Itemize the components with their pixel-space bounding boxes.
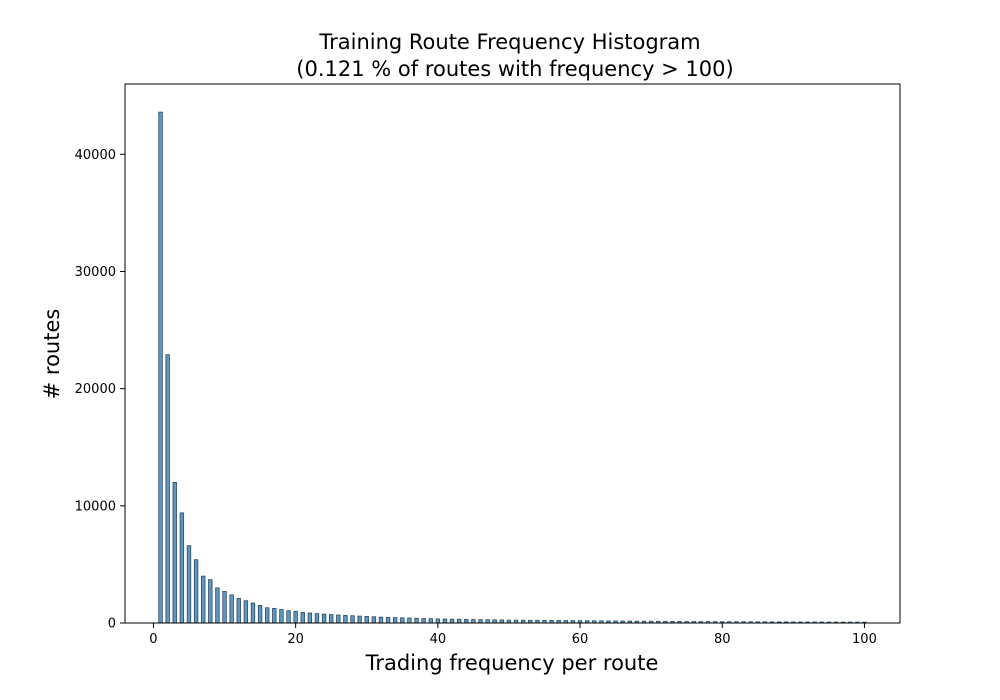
histogram-bar — [435, 618, 441, 624]
histogram-bar — [222, 590, 227, 624]
chart-subtitle: (0.121 % of routes with frequency > 100) — [296, 57, 733, 81]
x-axis-label: Trading frequency per route — [365, 651, 659, 675]
histogram-bar — [343, 614, 348, 624]
histogram-bar — [179, 512, 185, 624]
histogram-bar — [393, 617, 398, 624]
histogram-bar — [229, 594, 234, 624]
plot-frame — [124, 83, 901, 624]
histogram-bar — [421, 618, 426, 624]
histogram-bar — [300, 612, 305, 624]
x-tick-label: 20 — [287, 632, 304, 647]
histogram-bar — [385, 616, 391, 624]
y-tick-label: 30000 — [75, 265, 116, 280]
histogram-bar — [478, 619, 483, 624]
histogram-bar — [186, 545, 192, 624]
histogram-bar — [371, 616, 377, 624]
bars-group — [158, 111, 867, 624]
histogram-bar — [464, 618, 469, 624]
histogram-bar — [471, 619, 476, 624]
histogram-bar — [329, 614, 334, 624]
histogram-bar — [456, 618, 462, 624]
histogram-bar — [208, 579, 213, 624]
histogram-bar — [243, 600, 249, 624]
y-tick-label: 0 — [108, 617, 116, 632]
x-axis-ticks: 0 20 40 60 80 100 — [149, 623, 877, 647]
histogram-bar — [350, 615, 355, 624]
x-tick-label: 60 — [572, 632, 589, 647]
x-tick-label: 80 — [714, 632, 731, 647]
x-tick-label: 0 — [149, 632, 157, 647]
histogram-bar — [414, 617, 419, 624]
histogram-bar — [172, 481, 177, 624]
histogram-bar — [378, 616, 384, 624]
histogram-bar — [336, 614, 341, 624]
histogram-bar — [357, 615, 362, 624]
histogram-bar — [193, 559, 199, 624]
y-tick-label: 40000 — [75, 148, 116, 163]
histogram-bar — [400, 617, 405, 624]
histogram-bar — [293, 610, 298, 624]
y-tick-label: 20000 — [75, 382, 116, 397]
x-tick-label: 40 — [430, 632, 447, 647]
histogram-bar — [236, 597, 241, 624]
histogram-bar — [257, 605, 263, 624]
histogram-bar — [165, 354, 170, 624]
histogram-bar — [265, 607, 270, 624]
histogram-bar — [428, 618, 433, 624]
histogram-bar — [307, 612, 313, 624]
histogram-bar — [279, 609, 284, 624]
histogram-bar — [314, 613, 320, 624]
y-tick-label: 10000 — [75, 499, 116, 514]
histogram-bar — [215, 587, 220, 624]
histogram-bar — [449, 618, 455, 624]
histogram-bar — [250, 602, 256, 624]
histogram-bar — [407, 617, 412, 624]
x-tick-label: 100 — [852, 632, 877, 647]
chart-title: Training Route Frequency Histogram — [318, 30, 700, 54]
y-axis-label: # routes — [40, 309, 64, 400]
histogram-bar — [286, 610, 291, 624]
histogram-bar — [442, 618, 448, 624]
histogram-bar — [272, 607, 277, 624]
histogram-bar — [321, 613, 327, 624]
histogram-bar — [364, 616, 369, 624]
histogram-bar — [201, 575, 206, 624]
y-axis-ticks: 0 10000 20000 30000 40000 — [75, 148, 125, 632]
histogram-bar — [158, 111, 163, 624]
